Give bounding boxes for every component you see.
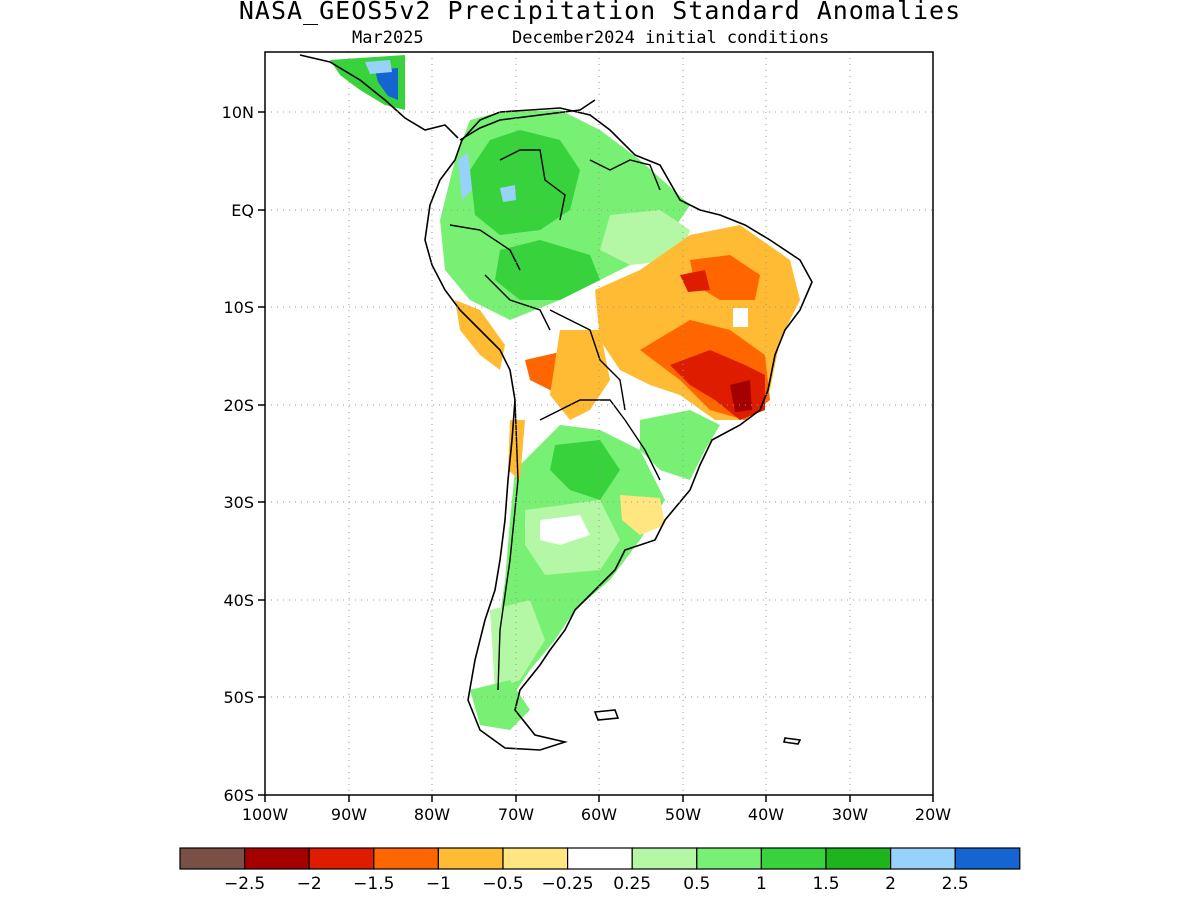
colorbar-label: 1 <box>756 874 767 894</box>
colorbar-swatch <box>566 847 633 870</box>
colorbar-swatch <box>437 847 504 870</box>
border-peru-brazil <box>484 274 551 331</box>
colorbar-label: 0.5 <box>683 874 710 894</box>
colorbar-swatch <box>308 847 375 870</box>
lon-label: 50W <box>665 805 701 824</box>
colorbar-label: −0.25 <box>542 874 594 894</box>
lon-label: 90W <box>331 805 367 824</box>
lat-label: 50S <box>223 688 254 707</box>
lon-label: 100W <box>242 805 289 824</box>
coastlines <box>299 54 813 751</box>
colorbar-swatch <box>373 847 439 870</box>
falklands <box>593 709 620 721</box>
amazon-wet-patch <box>495 240 600 300</box>
colorbar-label: −2 <box>297 874 322 894</box>
map-title: NASA_GEOS5v2 Precipitation Standard Anom… <box>238 0 962 25</box>
colombia-blue <box>458 152 472 200</box>
south-america-coast <box>424 107 813 751</box>
southeast-brazil-wet <box>640 410 720 480</box>
colorbar-swatch <box>696 847 762 870</box>
paraguay-very-wet <box>550 440 620 500</box>
border-colombia-venezuela <box>499 149 566 221</box>
border-guianas <box>589 159 661 191</box>
colorbar-swatch <box>244 847 310 870</box>
lat-labels: 10N EQ 10S 20S 30S 40S 50S 60S <box>222 103 254 805</box>
colorbar-swatch <box>825 847 892 870</box>
colorbar-label: −2.5 <box>224 874 265 894</box>
uruguay-dry <box>620 495 665 535</box>
colorbar-swatch <box>631 847 698 870</box>
lon-label: 20W <box>915 805 951 824</box>
lat-ticks <box>258 111 265 796</box>
lat-label: EQ <box>231 201 254 220</box>
initial-conditions: December2024 initial conditions <box>512 28 830 48</box>
lat-label: 20S <box>223 396 254 415</box>
patagonia-light-wet <box>490 600 545 690</box>
border-bolivia-brazil <box>549 309 626 411</box>
central-america-coast <box>299 54 459 139</box>
border-bolivia-paraguay <box>539 399 626 421</box>
colorbar-label: −1 <box>426 874 451 894</box>
lat-label: 10N <box>222 103 254 122</box>
colorbar-label: 0.25 <box>613 874 651 894</box>
lon-label: 80W <box>414 805 450 824</box>
colorbar-label: 2.5 <box>942 874 969 894</box>
lon-ticks <box>264 795 934 802</box>
colorbar-swatch <box>889 847 956 870</box>
south-georgia <box>783 737 802 745</box>
lat-label: 30S <box>223 493 254 512</box>
lon-label: 30W <box>832 805 868 824</box>
ecuador-blue <box>500 185 516 202</box>
lat-label: 10S <box>223 298 254 317</box>
colorbar-label: −1.5 <box>353 874 394 894</box>
colorbar: −2.5 −2 −1.5 −1 −0.5 −0.25 0.25 0.5 1 1.5 2 2.5 <box>179 847 1021 894</box>
country-borders <box>449 149 661 691</box>
border-argentina-brazil <box>624 419 661 481</box>
colorbar-swatch <box>954 847 1021 870</box>
lat-label: 40S <box>223 591 254 610</box>
colorbar-swatch <box>760 847 827 870</box>
colorbar-label: 2 <box>885 874 896 894</box>
brazil-core-extreme-dry <box>730 380 752 412</box>
central-america-blue <box>365 60 392 74</box>
lon-label: 60W <box>581 805 617 824</box>
brazil-white-hole <box>733 308 748 327</box>
lat-label: 60S <box>223 786 254 805</box>
northwest-very-wet <box>470 130 580 235</box>
bolivia-moderate-dry <box>550 330 610 420</box>
colorbar-swatch <box>502 847 569 870</box>
colorbar-label: 1.5 <box>812 874 839 894</box>
forecast-month: Mar2025 <box>352 28 424 48</box>
colorbar-label: −0.5 <box>482 874 523 894</box>
border-colombia-peru <box>449 224 521 271</box>
tierra-del-fuego-wet <box>470 680 530 730</box>
caribbean-coast <box>459 99 596 141</box>
central-america-very-wet <box>375 68 398 100</box>
colorbar-swatch <box>179 847 246 870</box>
lon-labels: 100W 90W 80W 70W 60W 50W 40W 30W 20W <box>242 805 951 824</box>
lon-label: 40W <box>748 805 784 824</box>
argentina-white <box>540 515 590 545</box>
lon-label: 70W <box>498 805 534 824</box>
anomaly-fields <box>330 55 810 745</box>
brazil-northeast-strong-dry <box>680 270 710 292</box>
border-chile-argentina <box>497 399 519 691</box>
